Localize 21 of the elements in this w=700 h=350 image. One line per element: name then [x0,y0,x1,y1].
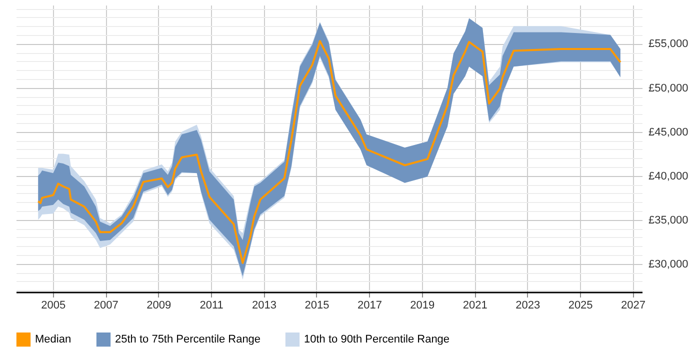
y-tick-label: £30,000 [648,258,688,270]
x-tick-label: 2017 [357,300,382,312]
x-tick-label: 2023 [516,300,540,312]
x-tick-label: 2005 [41,300,66,312]
x-tick-label: 2013 [252,300,277,312]
legend-label: Median [35,334,72,346]
x-tick-label: 2021 [462,300,488,312]
y-tick-label: £55,000 [648,38,688,50]
x-tick-label: 2019 [410,300,435,312]
legend-label: 10th to 90th Percentile Range [304,334,450,346]
x-tick-label: 2011 [200,300,224,312]
legend-label: 25th to 75th Percentile Range [115,334,261,346]
x-tick-label: 2015 [304,300,330,312]
x-tick-label: 2025 [568,300,593,312]
x-tick-label: 2007 [94,300,118,312]
y-tick-label: £40,000 [648,170,688,182]
x-tick-label: 2009 [146,300,172,312]
x-tick-label: 2027 [621,300,646,312]
y-tick-label: £45,000 [648,126,688,138]
y-tick-label: £50,000 [648,82,688,94]
y-tick-label: £35,000 [648,214,688,226]
